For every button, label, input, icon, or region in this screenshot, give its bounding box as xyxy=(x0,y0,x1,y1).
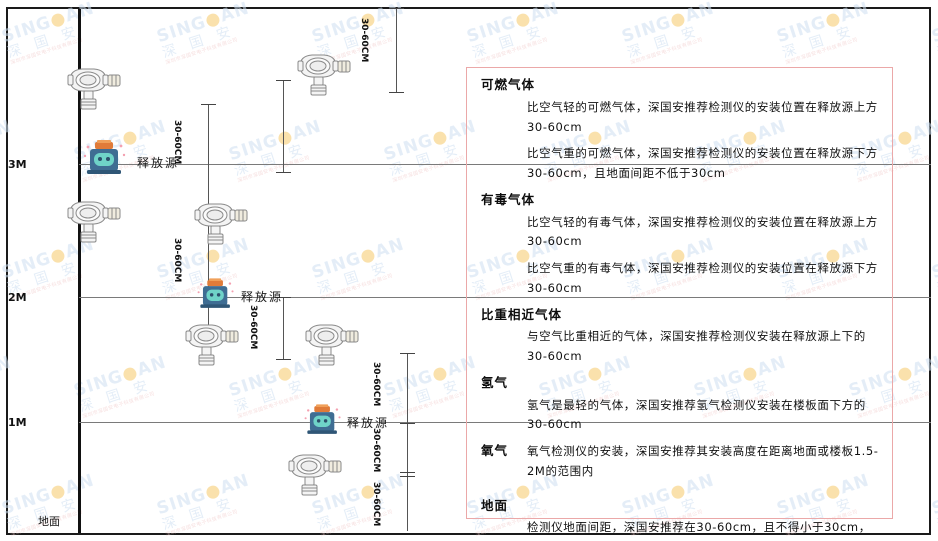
panel-section-paragraph: 氧气检测仪的安装，深国安推荐其安装高度在距离地面或楼板1.5-2M的范围内 xyxy=(527,444,879,478)
diagram-frame xyxy=(6,7,931,535)
dimension-line-top xyxy=(396,8,397,92)
dimension-tick xyxy=(276,172,291,173)
dimension-line-2m xyxy=(283,297,284,359)
panel-section-paragraph: 氢气是最轻的气体，深国安推荐氢气检测仪安装在楼板面下方的30-60cm xyxy=(527,397,866,432)
dimension-tick xyxy=(400,472,415,473)
dimension-tick xyxy=(276,359,291,360)
panel-section-paragraph: 检测仪地面间距，深国安推荐在30-60cm，且不得小于30cm，因为过低容易水溅… xyxy=(527,520,871,541)
release-source-icon xyxy=(82,140,128,180)
panel-section-paragraph: 比空气重的有毒气体，深国安推荐检测仪的安装位置在释放源下方30-60cm xyxy=(527,261,878,295)
dimension-tick xyxy=(400,353,415,354)
panel-section-paragraph: 与空气比重相近的气体，深国安推荐检测仪安装在释放源上下的30-60cm xyxy=(527,329,866,364)
watermark-brand: SING●AN xyxy=(929,12,938,48)
dimension-label: 30-60CM xyxy=(371,428,381,473)
gas-detector-icon xyxy=(62,62,124,118)
axis-label-2m: 2M xyxy=(8,291,27,304)
panel-section: 地面检测仪地面间距，深国安推荐在30-60cm，且不得小于30cm，因为过低容易… xyxy=(481,497,880,541)
gas-detector-icon xyxy=(300,318,362,374)
panel-spacer xyxy=(481,488,880,497)
dimension-tick xyxy=(389,8,404,9)
panel-section: 比重相近气体与空气比重相近的气体，深国安推荐检测仪安装在释放源上下的30-60c… xyxy=(481,306,880,367)
dimension-tick xyxy=(276,80,291,81)
watermark-brand: SING●AN xyxy=(929,484,938,520)
panel-section: 氧气 氧气检测仪的安装，深国安推荐其安装高度在距离地面或楼板1.5-2M的范围内 xyxy=(481,442,880,482)
installation-guidelines-panel: 可燃气体比空气轻的可燃气体，深国安推荐检测仪的安装位置在释放源上方30-60cm… xyxy=(466,67,893,541)
panel-section-heading: 比重相近气体 xyxy=(481,306,563,322)
dimension-line-lower xyxy=(407,353,408,531)
panel-section-paragraph: 比空气重的可燃气体，深国安推荐检测仪的安装位置在释放源下方30-60cm，且地面… xyxy=(527,146,878,181)
panel-section: 有毒气体比空气轻的有毒气体，深国安推荐检测仪的安装位置在释放源上方30-60cm… xyxy=(481,191,880,299)
dimension-label: 30-60CM xyxy=(248,305,258,350)
watermark-brand: SING●AN xyxy=(929,248,938,284)
dimension-tick xyxy=(400,423,415,424)
level-line-1m xyxy=(79,422,931,423)
ground-label: 地面 xyxy=(38,515,60,528)
panel-section-heading: 氢气 xyxy=(481,374,509,390)
release-source-icon xyxy=(196,278,236,314)
panel-section: 氢气氢气是最轻的气体，深国安推荐氢气检测仪安装在楼板面下方的30-60cm xyxy=(481,374,880,435)
axis-label-1m: 1M xyxy=(8,416,27,429)
release-source-label: 释放源 xyxy=(241,290,284,304)
panel-section-heading: 氧气 xyxy=(481,443,509,459)
gas-detector-icon xyxy=(180,318,242,374)
dimension-tick xyxy=(400,476,415,477)
dimension-label: 30-60CM xyxy=(172,238,182,283)
dimension-label: 30-60CM xyxy=(371,362,381,407)
panel-section-paragraph: 比空气轻的有毒气体，深国安推荐检测仪的安装位置在释放源上方30-60cm xyxy=(527,214,878,249)
release-source-label: 释放源 xyxy=(137,156,180,170)
level-line-2m xyxy=(79,297,931,298)
axis-label-3m: 3M xyxy=(8,158,27,171)
release-source-label: 释放源 xyxy=(347,416,390,430)
gas-detector-icon xyxy=(283,448,345,504)
panel-section-heading: 可燃气体 xyxy=(481,77,536,92)
panel-section-paragraph: 比空气轻的可燃气体，深国安推荐检测仪的安装位置在释放源上方30-60cm xyxy=(527,99,878,134)
release-source-icon xyxy=(303,404,343,440)
dimension-label: 30-60CM xyxy=(371,482,381,527)
dimension-line-mid-right xyxy=(283,80,284,172)
dimension-tick xyxy=(389,92,404,93)
gas-detector-icon xyxy=(62,195,124,251)
panel-section: 可燃气体比空气轻的可燃气体，深国安推荐检测仪的安装位置在释放源上方30-60cm… xyxy=(481,76,880,184)
level-line-3m xyxy=(79,164,931,165)
dimension-tick xyxy=(201,104,216,105)
dimension-label: 30-60CM xyxy=(359,18,369,63)
dimension-tick xyxy=(276,297,291,298)
panel-section-heading: 地面 xyxy=(481,497,509,513)
vertical-axis xyxy=(78,9,81,533)
gas-detector-icon xyxy=(189,197,251,253)
gas-detector-icon xyxy=(292,48,354,104)
panel-section-heading: 有毒气体 xyxy=(481,191,536,207)
